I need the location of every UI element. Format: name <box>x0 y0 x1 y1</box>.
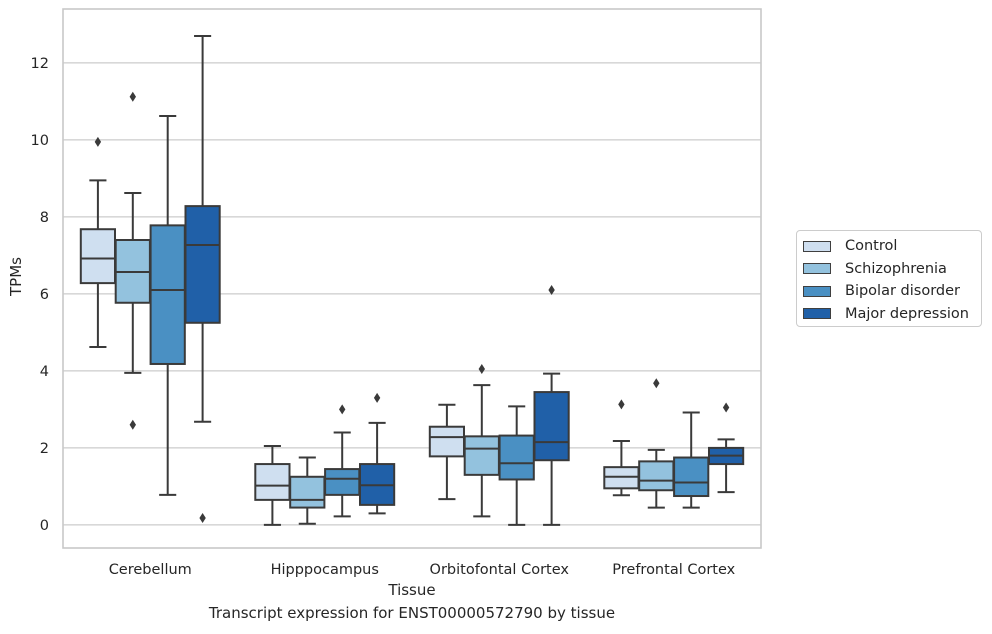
outlier-point <box>373 392 381 403</box>
box <box>149 224 186 365</box>
legend-label: Schizophrenia <box>845 260 947 277</box>
outlier-point <box>129 419 136 430</box>
outlier-point <box>618 399 625 410</box>
box <box>638 460 675 492</box>
y-axis-label: TPMs <box>7 257 25 297</box>
legend-item: Major depression <box>803 303 981 326</box>
box <box>324 468 361 496</box>
outlier-point <box>548 285 555 296</box>
box <box>463 435 500 476</box>
x-axis-label: Tissue <box>387 581 435 599</box>
box <box>498 434 535 481</box>
box <box>184 205 221 324</box>
outlier-point <box>478 363 485 374</box>
y-tick-label: 12 <box>31 56 49 72</box>
outlier-point <box>339 404 346 415</box>
box <box>428 425 466 458</box>
box <box>289 475 326 509</box>
figure-caption: Transcript expression for ENST0000057279… <box>208 604 616 622</box>
y-tick-label: 4 <box>40 364 49 380</box>
legend: Control Schizophrenia Bipolar disorder Majo… <box>796 230 982 327</box>
box <box>254 463 291 501</box>
legend-item: Control <box>803 235 981 258</box>
box <box>533 391 570 462</box>
plot-frame <box>62 8 762 549</box>
legend-label: Bipolar disorder <box>845 283 960 300</box>
outlier-point <box>129 91 136 102</box>
x-tick-label: Orbitofontal Cortex <box>430 562 570 578</box>
legend-item: Bipolar disorder <box>803 280 981 303</box>
y-tick-label: 10 <box>31 133 49 149</box>
outlier-point <box>94 136 102 147</box>
legend-label: Control <box>845 238 898 255</box>
x-tick-label: Cerebellum <box>109 562 192 578</box>
y-tick-label: 8 <box>40 210 49 226</box>
legend-swatch <box>803 308 831 320</box>
box <box>673 456 710 498</box>
legend-swatch <box>803 263 831 275</box>
legend-swatch <box>803 285 831 297</box>
legend-swatch <box>803 240 831 252</box>
legend-item: Schizophrenia <box>803 258 981 281</box>
box <box>79 228 117 285</box>
outlier-point <box>199 512 206 523</box>
outlier-point <box>653 378 660 389</box>
x-tick-label: Prefrontal Cortex <box>612 562 735 578</box>
y-tick-label: 6 <box>40 287 49 303</box>
x-tick-label: Hipppocampus <box>271 562 379 578</box>
outlier-point <box>722 402 730 413</box>
legend-label: Major depression <box>845 305 969 322</box>
y-tick-label: 2 <box>40 441 49 457</box>
y-tick-label: 0 <box>40 518 49 534</box>
